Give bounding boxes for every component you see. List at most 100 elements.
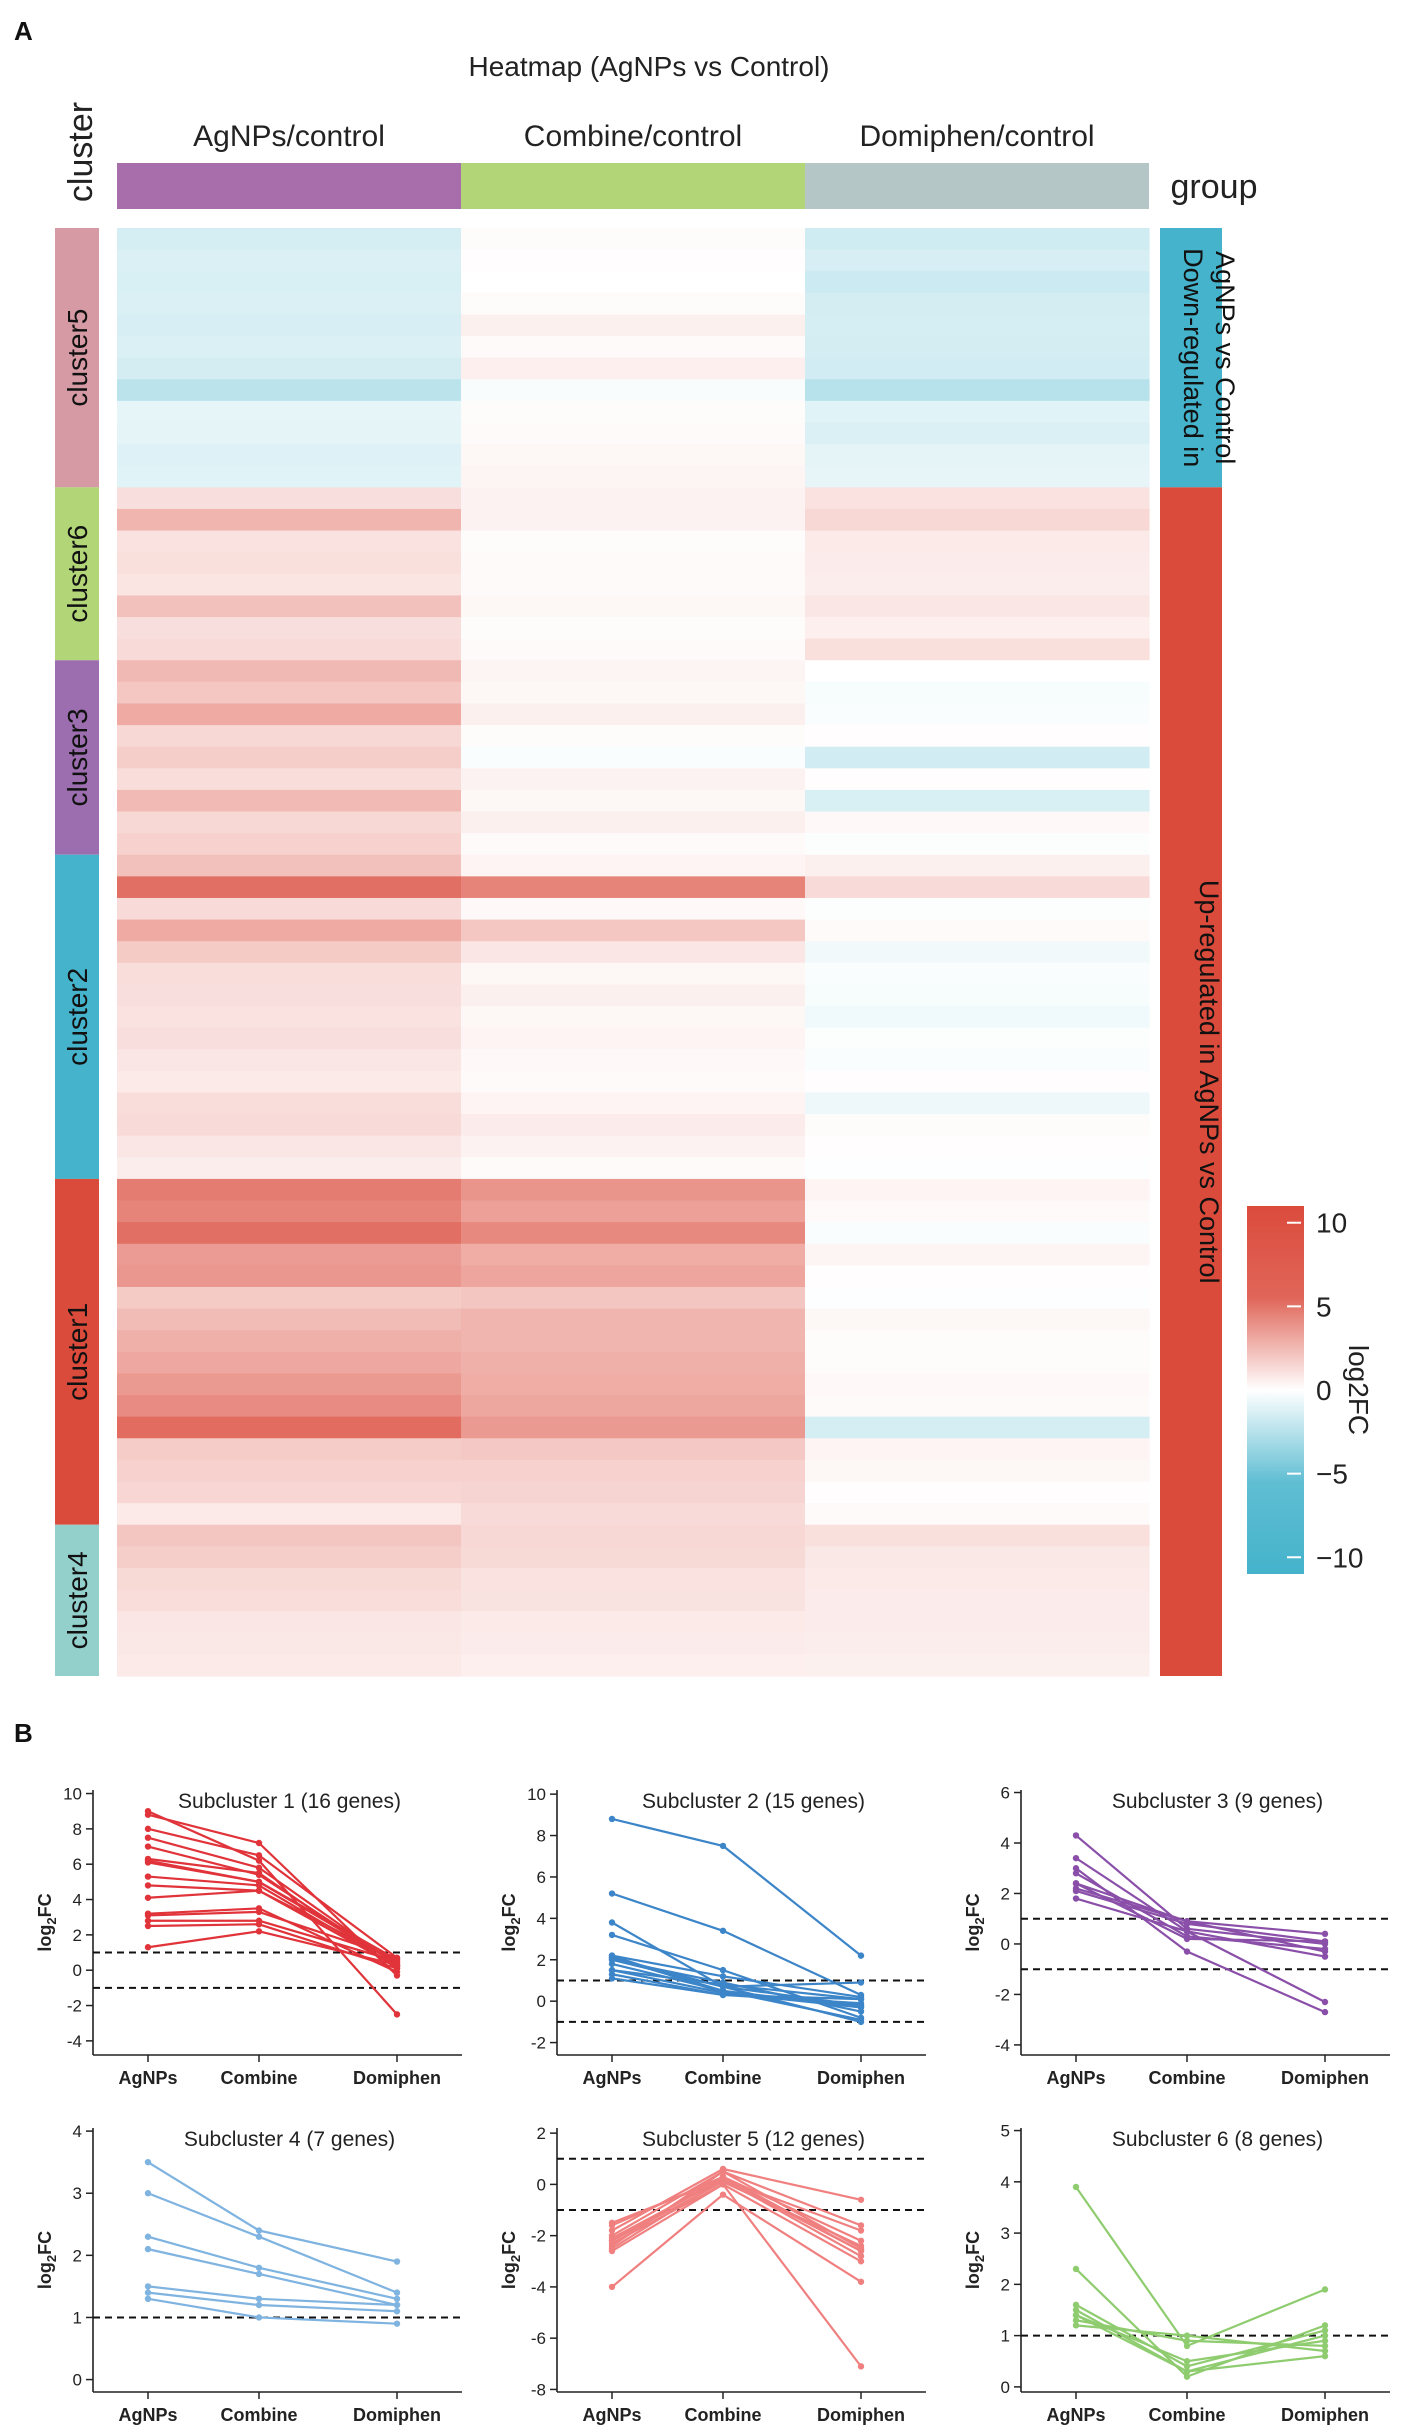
heatmap-cell	[117, 1027, 462, 1050]
cluster-label: cluster3	[62, 708, 93, 806]
cluster-label: cluster2	[62, 968, 93, 1066]
heatmap-cell	[461, 1027, 806, 1050]
series-point	[144, 1808, 152, 1815]
heatmap-cell	[461, 357, 806, 380]
heatmap-cell	[117, 941, 462, 964]
heatmap-cell	[461, 1157, 806, 1180]
heatmap-cell	[461, 1135, 806, 1158]
heatmap-cell	[805, 1589, 1150, 1612]
heatmap-cell	[117, 508, 462, 532]
heatmap-cell	[117, 746, 462, 769]
heatmap-cell	[117, 1438, 462, 1461]
heatmap-cell	[117, 1049, 462, 1072]
y-tick-label: 0	[537, 1992, 546, 2011]
heatmap-cell	[461, 1503, 806, 1526]
heatmap-cell	[805, 919, 1150, 942]
series-point	[144, 1882, 152, 1889]
colorbar-label: log2FC	[1343, 1345, 1374, 1435]
series-point	[1321, 2286, 1329, 2293]
heatmap-cell	[805, 1373, 1150, 1396]
series-point	[1072, 1832, 1080, 1839]
series-point	[857, 2000, 865, 2007]
subcluster-title: Subcluster 6 (8 genes)	[1112, 2128, 1323, 2151]
heatmap-cell	[805, 379, 1150, 402]
heatmap-cell	[805, 552, 1150, 575]
series-line	[147, 1930, 398, 1966]
y-tick-label: -4	[531, 2278, 546, 2297]
heatmap-cell	[461, 876, 806, 899]
heatmap-cell	[805, 725, 1150, 748]
x-tick-label: AgNPs	[582, 2068, 641, 2088]
heatmap-cell	[117, 876, 462, 899]
series-point	[1183, 1948, 1191, 1955]
y-tick-label: 0	[1001, 2378, 1010, 2397]
heatmap-cell	[805, 1308, 1150, 1331]
heatmap-cell	[805, 1632, 1150, 1655]
heatmap-cell	[805, 1459, 1150, 1483]
series-point	[608, 1919, 616, 1926]
series-point	[1321, 1938, 1329, 1945]
series-point	[255, 1878, 263, 1886]
heatmap-cell	[117, 725, 462, 748]
cluster-bar-cluster6	[55, 487, 99, 661]
y-tick-label: 8	[537, 1827, 546, 1846]
y-tick-label: 4	[537, 1909, 546, 1928]
heatmap-cell	[117, 292, 462, 316]
series-point	[608, 1931, 616, 1939]
y-axis-title: log2FC	[35, 2231, 59, 2289]
series-point	[608, 2247, 616, 2255]
series-point	[144, 2245, 152, 2253]
subcluster-title: Subcluster 3 (9 genes)	[1112, 1790, 1323, 1813]
heatmap-cell	[461, 1438, 806, 1461]
heatmap-cell	[805, 681, 1150, 705]
heatmap-cell	[805, 1503, 1150, 1526]
heatmap-cell	[805, 1200, 1150, 1223]
subcluster-chart: -4 -2 0 2 4 6 8 10 AgNPs Combine Domiphen log2FC Sub…	[35, 1785, 462, 2088]
y-axis-title: log2FC	[963, 2231, 987, 2289]
x-tick-label: Combine	[684, 2405, 761, 2425]
series-point	[255, 2301, 263, 2309]
series-point	[1072, 1865, 1080, 1872]
series-line	[1075, 1887, 1326, 1953]
series-point	[1321, 2322, 1329, 2329]
y-tick-label: 4	[1001, 2173, 1010, 2192]
y-tick-label: -2	[531, 2034, 546, 2053]
x-tick-label: AgNPs	[1046, 2068, 1105, 2088]
subcluster-chart: -8 -6 -4 -2 0 2 AgNPs Combine Domiphen log2FC Subc…	[499, 2124, 926, 2425]
heatmap-cell	[461, 508, 806, 532]
series-line	[1075, 2186, 1326, 2347]
heatmap-cell	[461, 573, 806, 597]
heatmap-cell	[805, 595, 1150, 618]
colorbar-tick-label: 10	[1316, 1208, 1347, 1239]
heatmap-cell	[117, 487, 462, 510]
y-tick-label: 2	[73, 1926, 82, 1945]
heatmap-cell	[461, 703, 806, 726]
x-tick-label: AgNPs	[118, 2405, 177, 2425]
heatmap: Heatmap (AgNPs vs Control) cluster group Ag…	[55, 51, 1374, 1677]
heatmap-cell	[461, 1481, 806, 1504]
series-point	[144, 1834, 152, 1841]
y-tick-label: 2	[537, 1951, 546, 1970]
y-tick-label: 8	[73, 1820, 82, 1839]
heatmap-cell	[805, 1286, 1150, 1310]
series-point	[1072, 2306, 1080, 2314]
series-point	[857, 2278, 865, 2285]
heatmap-cell	[117, 444, 462, 467]
column-group-bar	[461, 163, 805, 209]
series-point	[255, 2227, 263, 2234]
series-point	[719, 1842, 727, 1850]
y-axis-title: log2FC	[499, 1893, 523, 1951]
x-tick-label: AgNPs	[1046, 2405, 1105, 2425]
heatmap-cell	[805, 617, 1150, 640]
series-point	[255, 1839, 263, 1847]
heatmap-cell	[805, 703, 1150, 726]
heatmap-cell	[805, 530, 1150, 553]
x-tick-label: Domiphen	[353, 2068, 441, 2088]
heatmap-cell	[805, 400, 1150, 424]
colorbar-tick-label: −10	[1316, 1542, 1364, 1573]
series-point	[144, 2289, 152, 2296]
series-point	[857, 2222, 865, 2229]
series-point	[857, 1979, 865, 1986]
heatmap-cell	[461, 833, 806, 856]
